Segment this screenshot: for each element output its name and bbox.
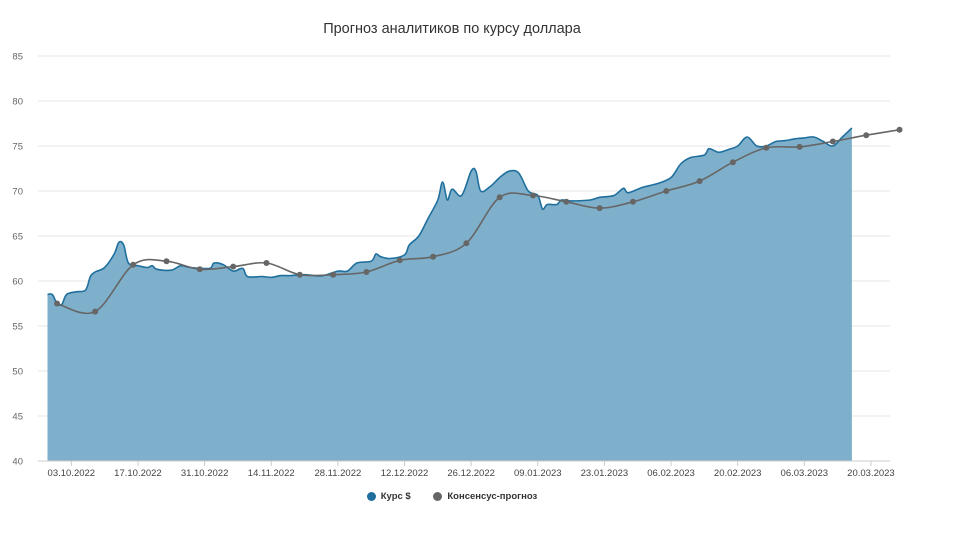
y-tick-label-75: 75 (12, 142, 23, 153)
consensus-point-2022-11-06 (230, 263, 237, 270)
x-tick-label-09.01.2023: 09.01.2023 (514, 468, 562, 479)
consensus-point-2022-11-27 (330, 271, 337, 278)
y-tick-label-80: 80 (12, 97, 23, 108)
x-tick-label-06.03.2023: 06.03.2023 (781, 468, 829, 479)
consensus-point-2023-02-05 (663, 188, 670, 194)
consensus-point-2022-12-25 (463, 240, 470, 247)
consensus-point-2023-03-12 (829, 138, 836, 145)
consensus-point-2023-03-19 (863, 132, 870, 139)
x-tick-label-14.11.2022: 14.11.2022 (248, 468, 295, 479)
consensus-point-2023-03-26 (896, 126, 903, 133)
chart-title: Прогноз аналитиков по курсу доллара (323, 21, 581, 37)
consensus-point-2023-01-08 (530, 192, 537, 199)
consensus-point-2022-10-30 (196, 266, 203, 273)
legend: Курс $ Консенсус-прогноз (0, 491, 904, 504)
area-layer (47, 128, 852, 461)
x-tick-label-23.01.2023: 23.01.2023 (581, 468, 629, 479)
y-tick-label-60: 60 (12, 277, 23, 288)
marker-layer (54, 126, 903, 315)
series-line-rate (47, 127, 853, 306)
x-tick-label-28.11.2022: 28.11.2022 (314, 468, 361, 479)
legend-marker-rate-icon (366, 492, 376, 501)
consensus-point-2022-12-04 (363, 269, 370, 275)
legend-marker-consensus-icon (433, 492, 443, 501)
y-tick-label-70: 70 (12, 187, 23, 198)
y-tick-label-45: 45 (12, 412, 23, 423)
x-tick-label-12.12.2022: 12.12.2022 (381, 468, 429, 479)
legend-label-rate: Курс $ (380, 491, 411, 502)
consensus-point-2023-02-19 (729, 159, 736, 166)
legend-item-rate[interactable]: Курс $ (366, 491, 411, 502)
consensus-point-2022-10-16 (130, 261, 137, 268)
x-tick-label-17.10.2022: 17.10.2022 (114, 468, 162, 479)
y-tick-label-55: 55 (12, 322, 23, 333)
consensus-point-2022-12-18 (430, 253, 437, 260)
consensus-point-2023-03-05 (796, 143, 803, 150)
x-tick-label-20.03.2023: 20.03.2023 (847, 468, 895, 479)
consensus-point-2022-09-30 (54, 300, 61, 307)
y-tick-label-40: 40 (12, 457, 23, 468)
legend-label-consensus: Консенсус-прогноз (447, 491, 538, 502)
area-fill-rate (47, 128, 852, 461)
consensus-point-2023-02-26 (763, 144, 770, 151)
consensus-point-2023-01-15 (563, 198, 570, 205)
consensus-point-2022-10-08 (92, 308, 99, 315)
x-axis: 03.10.2022 17.10.2022 31.10.2022 14.11.2022… (38, 460, 895, 479)
consensus-point-2023-02-12 (696, 178, 703, 185)
y-tick-label-65: 65 (12, 232, 23, 243)
y-tick-label-50: 50 (12, 367, 23, 378)
x-tick-label-03.10.2022: 03.10.2022 (48, 468, 96, 479)
consensus-point-2023-01-22 (596, 205, 603, 212)
y-axis: 40 45 50 55 60 65 70 75 80 85 (12, 52, 23, 468)
consensus-point-2022-11-13 (263, 260, 270, 266)
x-tick-label-31.10.2022: 31.10.2022 (181, 468, 229, 479)
x-tick-label-06.02.2023: 06.02.2023 (647, 468, 695, 479)
consensus-point-2022-10-23 (163, 258, 170, 265)
consensus-point-2023-01-29 (629, 198, 636, 205)
x-tick-label-26.12.2022: 26.12.2022 (447, 468, 495, 479)
x-tick-label-20.02.2023: 20.02.2023 (714, 468, 762, 479)
consensus-point-2023-01-01 (496, 194, 503, 201)
y-tick-label-85: 85 (12, 52, 23, 63)
consensus-point-2022-12-11 (396, 257, 403, 264)
legend-item-consensus[interactable]: Консенсус-прогноз (433, 491, 537, 502)
consensus-point-2022-11-20 (296, 271, 303, 278)
